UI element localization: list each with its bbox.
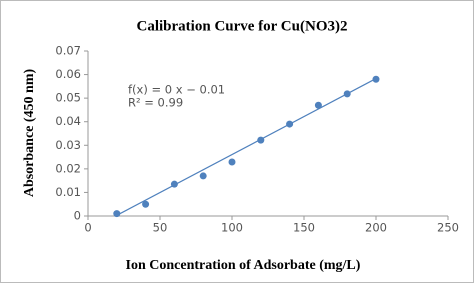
data-point xyxy=(199,172,207,180)
x-axis-label: Ion Concentration of Adsorbate (mg/L) xyxy=(126,258,361,273)
x-tick-label: 250 xyxy=(437,221,459,235)
y-tick-label: 0.03 xyxy=(55,138,81,152)
y-tick-label: 0 xyxy=(74,209,81,223)
data-point xyxy=(142,200,150,208)
trendline xyxy=(116,78,377,216)
y-tick-label: 0.05 xyxy=(55,91,81,105)
x-tick-label: 200 xyxy=(365,221,387,235)
y-tick-label: 0.06 xyxy=(55,67,81,81)
data-point xyxy=(286,120,294,128)
equation: f(x) = 0 x − 0.01 xyxy=(128,83,225,97)
chart-title: Calibration Curve for Cu(NO3)2 xyxy=(137,18,348,34)
y-tick-label: 0.02 xyxy=(55,161,81,175)
data-point xyxy=(314,101,322,109)
y-tick-label: 0.01 xyxy=(55,185,81,199)
data-point xyxy=(257,136,265,144)
x-tick-label: 0 xyxy=(84,221,91,235)
data-point xyxy=(113,210,121,218)
y-tick-label: 0.07 xyxy=(55,44,81,58)
y-axis-label: Absorbance (450 nm) xyxy=(22,69,37,198)
x-tick-label: 150 xyxy=(293,221,315,235)
x-tick-label: 100 xyxy=(221,221,243,235)
y-tick-label: 0.04 xyxy=(55,114,81,128)
data-point xyxy=(228,158,236,166)
data-point xyxy=(343,90,351,98)
x-tick-label: 50 xyxy=(153,221,168,235)
r-squared: R² = 0.99 xyxy=(128,96,183,110)
data-point xyxy=(372,75,380,83)
data-point xyxy=(170,180,178,188)
